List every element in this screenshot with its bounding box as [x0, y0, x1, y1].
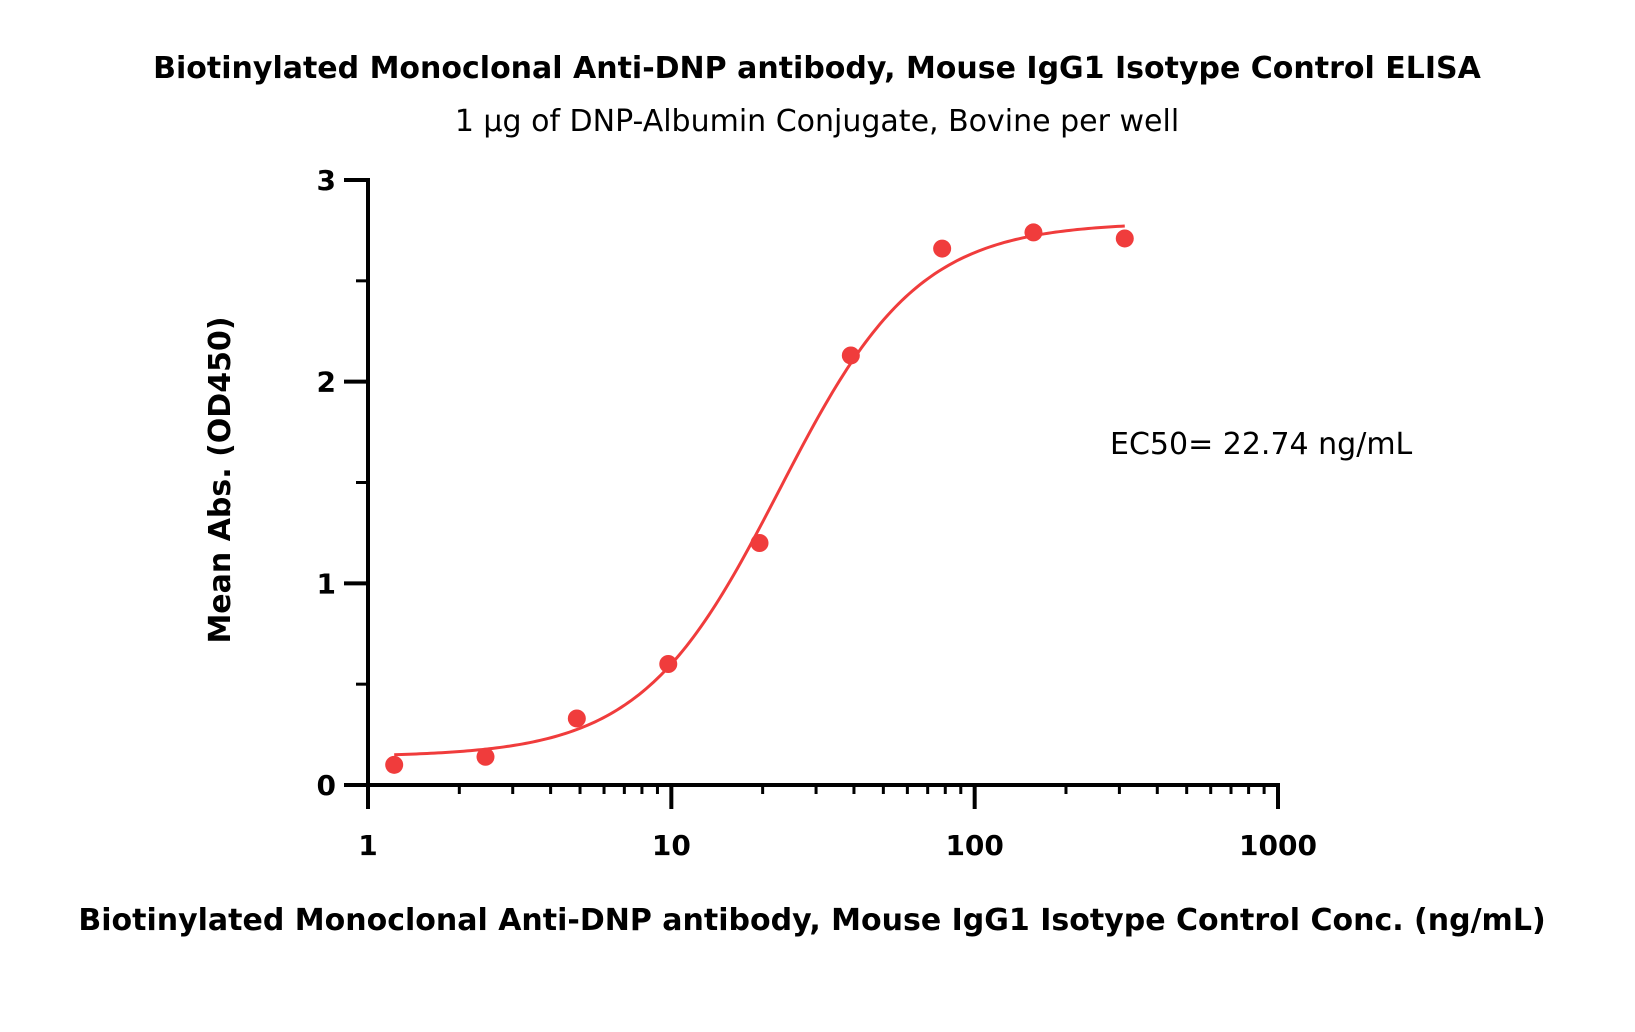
- y-tick-label: 1: [317, 567, 336, 600]
- y-tick-label: 0: [317, 769, 336, 802]
- data-point: [385, 755, 404, 774]
- data-point: [841, 346, 860, 365]
- data-point: [1024, 223, 1043, 242]
- data-point: [659, 655, 678, 673]
- x-tick-label: 1000: [1239, 829, 1317, 862]
- x-tick-label: 1: [358, 829, 377, 862]
- x-tick-label: 10: [652, 829, 691, 862]
- x-tick-label: 100: [945, 829, 1003, 862]
- y-tick-label: 2: [317, 366, 336, 399]
- y-tick-label: 3: [317, 164, 336, 197]
- data-point: [476, 747, 495, 766]
- data-point: [933, 239, 952, 258]
- data-point: [1115, 229, 1134, 248]
- chart-title: Biotinylated Monoclonal Anti-DNP antibod…: [153, 51, 1481, 86]
- fit-curve-layer: [394, 224, 1125, 757]
- data-point: [567, 709, 586, 728]
- chart-subtitle: 1 µg of DNP-Albumin Conjugate, Bovine pe…: [455, 104, 1179, 139]
- data-points-layer: [385, 223, 1134, 774]
- x-axis-label: Biotinylated Monoclonal Anti-DNP antibod…: [78, 903, 1545, 938]
- y-axis-label: Mean Abs. (OD450): [203, 316, 238, 643]
- fit-curve: [394, 224, 1125, 757]
- ec50-annotation: EC50= 22.74 ng/mL: [1110, 427, 1413, 462]
- data-point: [750, 534, 769, 552]
